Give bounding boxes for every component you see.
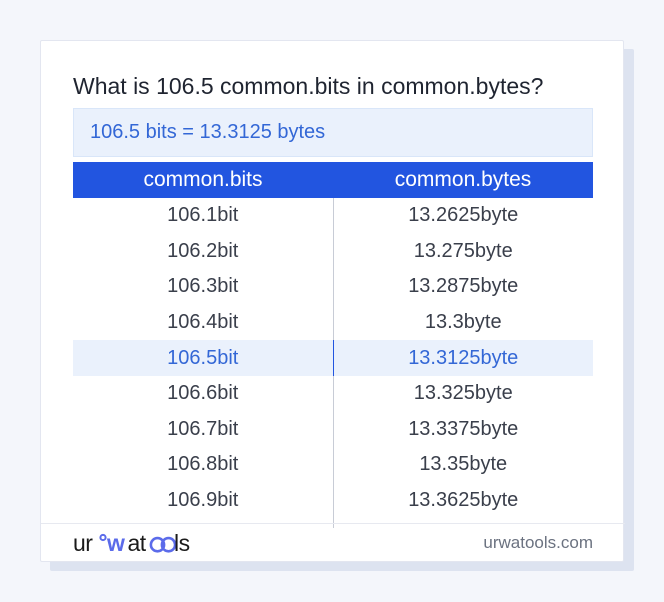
svg-text:ls: ls	[174, 531, 190, 556]
svg-text:w: w	[106, 531, 125, 556]
svg-text:ur: ur	[73, 531, 93, 556]
svg-text:at: at	[128, 531, 147, 556]
